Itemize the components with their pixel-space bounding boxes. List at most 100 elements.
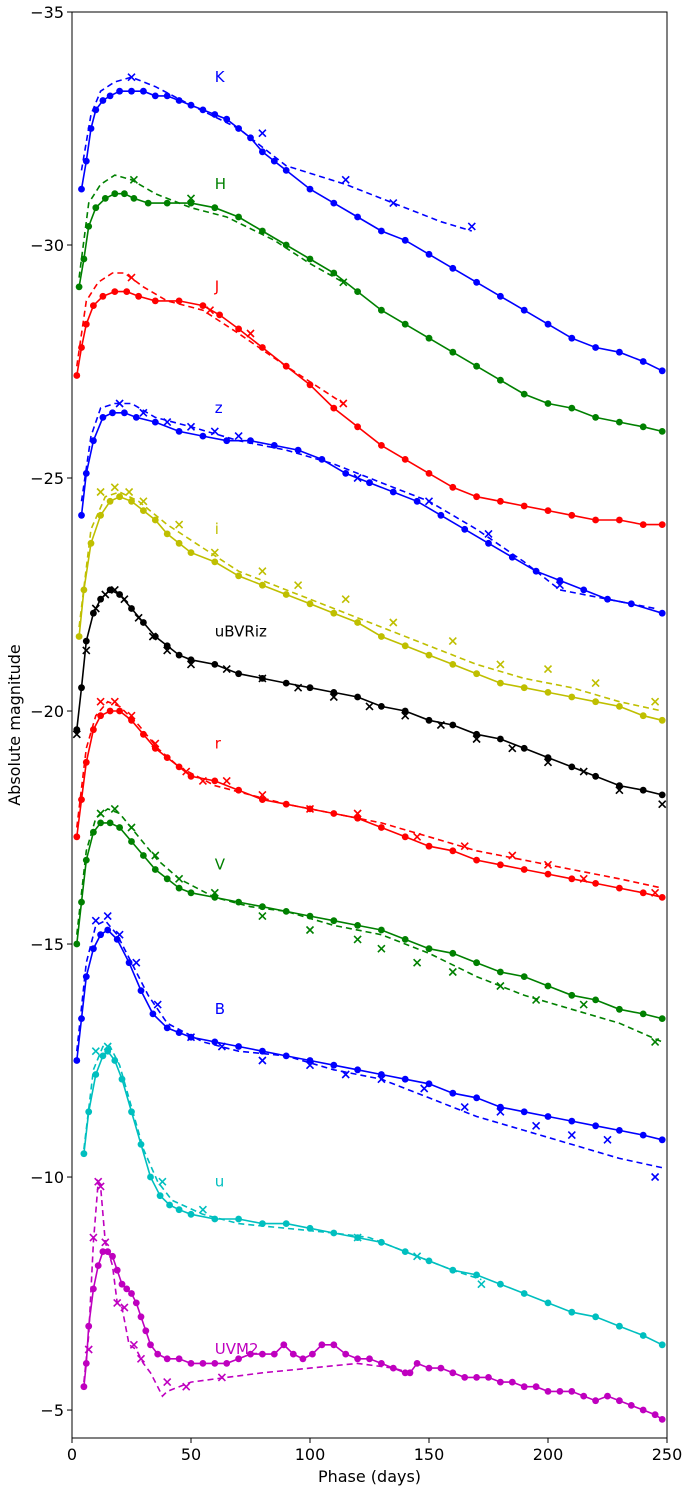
series-uBVRiz-x-marker: [186, 660, 196, 669]
series-i-point: [128, 497, 135, 505]
series-J-point: [151, 297, 159, 305]
series-i-point: [354, 619, 361, 626]
series-V-point: [151, 866, 159, 873]
series-UVM2-x-marker: [129, 1340, 138, 1349]
series-K-point: [473, 278, 480, 286]
series-J-point: [616, 516, 623, 524]
series-r-point: [330, 810, 338, 817]
series-uBVRiz-point: [128, 605, 135, 612]
series-i-x-marker: [543, 665, 553, 674]
series-r-point: [235, 786, 243, 794]
series-u-point: [658, 1341, 666, 1349]
series-V-x-marker: [413, 958, 422, 967]
series-r-point: [497, 861, 504, 869]
series-K-x-marker: [467, 222, 476, 231]
series-V-point: [82, 856, 90, 864]
series-r-x-marker: [579, 874, 588, 883]
series-i-point: [520, 684, 528, 692]
series-layer: [72, 73, 667, 1423]
series-UVM2-point: [532, 1383, 540, 1391]
series-uBVRiz-point: [520, 744, 528, 752]
series-B-x-marker: [132, 958, 141, 967]
series-V-point: [140, 852, 147, 859]
series-H-point: [111, 190, 119, 198]
series-J-point: [135, 292, 143, 300]
series-u: [80, 1042, 666, 1349]
series-H-point: [80, 255, 88, 263]
series-UVM2-point: [187, 1360, 195, 1367]
series-K-point: [199, 106, 207, 114]
series-r-model-line: [76, 700, 663, 889]
series-H-x-marker: [129, 175, 138, 184]
series-i-x-marker: [175, 520, 184, 529]
series-uBVRiz-point: [616, 782, 623, 789]
series-V-point: [163, 875, 171, 883]
series-u-point: [378, 1238, 385, 1246]
series-i-point: [544, 689, 552, 696]
series-r-point: [90, 726, 97, 734]
series-uBVRiz-point: [211, 661, 219, 668]
series-V: [73, 804, 666, 1046]
series-u-point: [85, 1108, 93, 1116]
series-V-x-marker: [258, 912, 267, 921]
series-uBVRiz-point: [78, 684, 85, 692]
series-u-point: [80, 1150, 88, 1158]
series-V-model-line: [76, 807, 663, 1043]
band-label-J: J: [214, 278, 219, 296]
series-V-point: [73, 940, 81, 948]
series-V-x-marker: [579, 1000, 588, 1009]
series-V-point: [211, 894, 219, 901]
series-uBVRiz-x-marker: [436, 720, 445, 730]
series-V-point: [330, 917, 338, 925]
series-K-x-marker: [341, 175, 350, 184]
band-label-i: i: [215, 520, 219, 538]
series-K-point: [592, 344, 599, 351]
series-i-x-marker: [496, 660, 505, 669]
series-u-point: [616, 1322, 623, 1330]
series-uBVRiz-x-marker: [101, 590, 110, 599]
series-uBVRiz-point: [473, 730, 480, 738]
series-J-point: [497, 497, 504, 505]
series-i-point: [211, 558, 219, 566]
series-V-x-marker: [532, 995, 541, 1004]
series-J-x-marker: [246, 329, 255, 338]
series-B-point: [592, 1122, 599, 1130]
series-i-point: [259, 581, 266, 589]
series-H-point: [473, 362, 480, 370]
series-UVM2-point: [309, 1350, 316, 1358]
series-uBVRiz-x-marker: [258, 674, 267, 683]
series-uBVRiz: [72, 585, 667, 809]
band-label-UVM2: UVM2: [215, 1340, 259, 1358]
series-r-point: [82, 758, 90, 766]
series-J-point: [425, 470, 433, 477]
series-J-x-marker: [339, 399, 348, 408]
series-uBVRiz-point: [306, 684, 314, 692]
series-uBVRiz-point: [497, 735, 504, 743]
series-J-point: [639, 521, 647, 528]
series-K-point: [449, 264, 457, 272]
series-z-x-marker: [163, 418, 172, 427]
series-uBVRiz-point: [568, 763, 576, 771]
y-tick-label: −35: [30, 3, 64, 22]
series-J-point: [282, 362, 290, 370]
band-label-z: z: [215, 399, 223, 417]
series-UVM2-x-marker: [101, 1238, 110, 1247]
series-V-point: [128, 838, 135, 845]
series-u-point: [111, 1057, 119, 1064]
series-z-point: [199, 432, 207, 440]
series-UVM2-point: [389, 1364, 397, 1372]
series-r-point: [140, 730, 147, 738]
series-z-point: [580, 586, 588, 594]
series-i-point: [151, 516, 159, 524]
series-H-point: [592, 414, 599, 421]
series-V-x-marker: [110, 804, 119, 813]
x-axis-title: Phase (days): [318, 1467, 421, 1486]
series-UVM2-point: [82, 1360, 90, 1367]
series-B-x-marker: [567, 1131, 576, 1140]
series-uBVRiz-x-marker: [401, 711, 410, 720]
series-J-point: [544, 507, 552, 514]
series-K-point: [497, 292, 504, 300]
series-r-point: [163, 754, 171, 761]
series-u-x-marker: [353, 1233, 362, 1242]
series-H-point: [92, 204, 100, 212]
